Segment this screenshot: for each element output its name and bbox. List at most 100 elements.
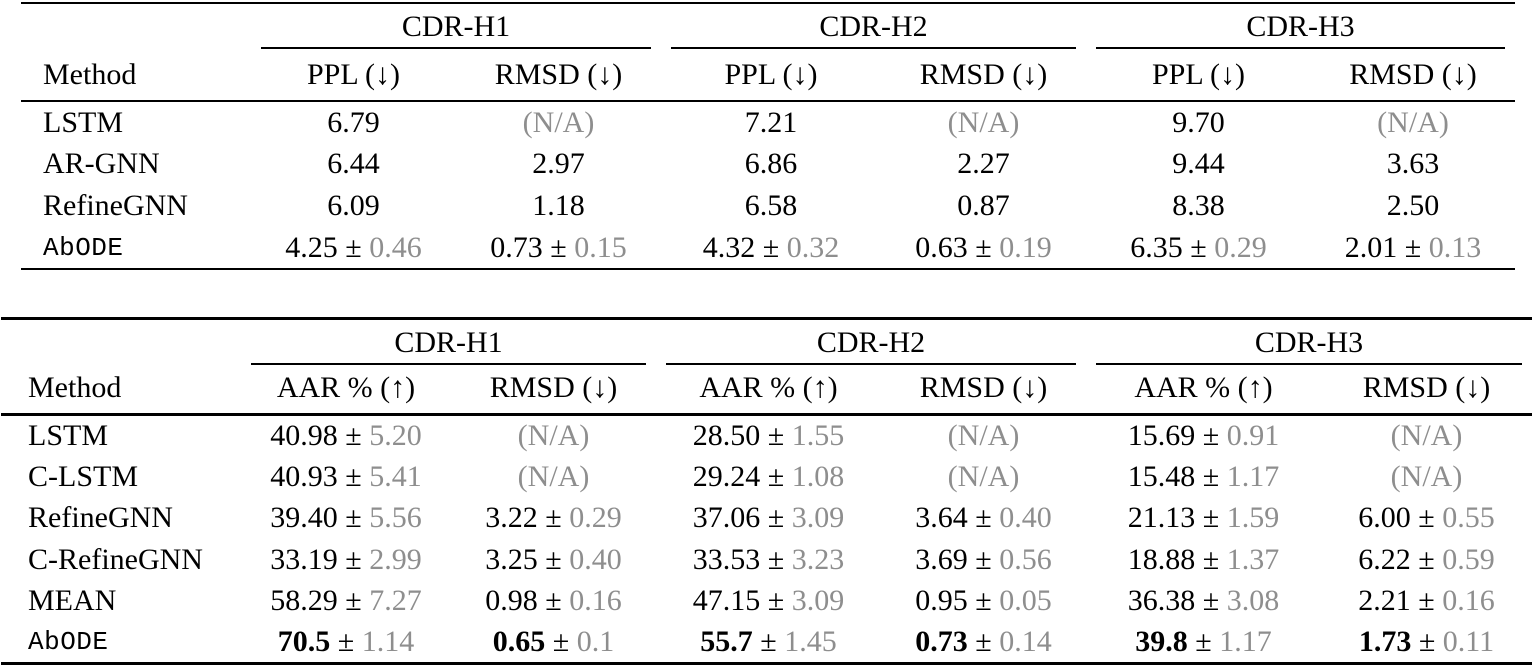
- plus-minus-sign: ±: [545, 625, 577, 658]
- plus-minus-sign: ±: [337, 542, 370, 576]
- plus-minus-sign: ±: [760, 542, 792, 576]
- value-cell: 55.7 ± 1.45: [656, 622, 881, 664]
- table-row: AR-GNN 6.44 2.97 6.86 2.27 9.44 3.63: [21, 143, 1515, 185]
- method-cell: AR-GNN: [43, 147, 160, 180]
- value-cell: 33.19 ± 2.99: [241, 539, 451, 581]
- value-cell: 6.44: [251, 143, 456, 185]
- value-cell: 40.98 ± 5.20: [241, 415, 451, 457]
- value-cell: 0.73 ± 0.15: [456, 227, 661, 269]
- group-label: CDR-H2: [816, 325, 926, 359]
- metric-value: 0.98: [485, 584, 538, 618]
- method-cell: MEAN: [28, 584, 117, 618]
- metric-value: 58.29: [270, 584, 338, 618]
- metric-value: 0.95: [915, 584, 968, 618]
- plus-minus-sign: ±: [1195, 501, 1227, 535]
- metric-value: 18.88: [1127, 542, 1196, 576]
- aar-table-body: LSTM 40.98 ± 5.20 (N/A) 28.50 ± 1.55 (N/A) 15…: [1, 415, 1532, 664]
- group-label: CDR-H2: [819, 10, 928, 43]
- value-cell: 4.25 ± 0.46: [251, 227, 456, 269]
- metric-value: 0.87: [957, 189, 1010, 222]
- metric-value: 8.38: [1172, 189, 1225, 222]
- metric-value: 3.69: [915, 542, 968, 576]
- std-value: 1.55: [791, 419, 845, 452]
- value-cell: 9.70: [1086, 101, 1311, 143]
- metric-value: 47.15: [692, 584, 761, 618]
- std-value: 0.15: [574, 230, 627, 264]
- metric-value: 3.63: [1386, 147, 1440, 180]
- plus-minus-sign: ±: [537, 584, 570, 618]
- group-label: CDR-H1: [401, 10, 511, 43]
- table-row: MEAN 58.29 ± 7.27 0.98 ± 0.16 47.15 ± 3.09 0…: [1, 581, 1532, 623]
- std-value: 0.13: [1428, 230, 1482, 264]
- column-header-rmsd: RMSD (↓): [1349, 58, 1477, 91]
- metric-value: 6.58: [744, 189, 798, 222]
- value-cell: 1.73 ± 0.11: [1321, 622, 1532, 664]
- value-cell: (N/A): [451, 456, 656, 498]
- column-header-aar: AAR % (↑): [276, 371, 416, 404]
- column-header-ppl: PPL (↓): [724, 58, 818, 91]
- group-spanner-rule: CDR-H3: [1096, 10, 1505, 49]
- group-header-row: CDR-H1 CDR-H2 CDR-H3: [21, 3, 1515, 49]
- plus-minus-sign: ±: [542, 230, 575, 264]
- value-cell: 6.79: [251, 101, 456, 143]
- group-label: CDR-H3: [1254, 325, 1364, 359]
- na-value: (N/A): [517, 419, 590, 452]
- metric-value: 7.21: [744, 105, 798, 139]
- metric-value: 55.7: [700, 625, 753, 658]
- value-cell: 0.63 ± 0.19: [881, 227, 1086, 269]
- value-cell: (N/A): [881, 415, 1086, 457]
- group-header-row: CDR-H1 CDR-H2 CDR-H3: [1, 319, 1532, 365]
- group-header-cdr-h3: CDR-H3: [1086, 319, 1532, 365]
- metric-value: 6.86: [744, 147, 798, 180]
- column-header-rmsd: RMSD (↓): [1362, 371, 1491, 404]
- metric-value: 39.8: [1135, 625, 1188, 658]
- std-value: 1.17: [1226, 459, 1280, 493]
- plus-minus-sign: ±: [1195, 459, 1227, 493]
- group-spanner-rule: CDR-H3: [1096, 326, 1522, 365]
- std-value: 1.59: [1226, 501, 1280, 535]
- value-cell: 29.24 ± 1.08: [656, 456, 881, 498]
- aar-rmsd-results-table: CDR-H1 CDR-H2 CDR-H3 Method AAR % (↑) RM…: [1, 317, 1532, 665]
- metric-value: 1.73: [1358, 625, 1412, 658]
- metric-value: 39.40: [270, 501, 338, 535]
- std-value: 7.27: [369, 584, 422, 618]
- na-value: (N/A): [947, 419, 1020, 452]
- column-header-row: Method PPL (↓) RMSD (↓) PPL (↓) RMSD (↓)…: [21, 49, 1515, 101]
- std-value: 0.40: [999, 501, 1052, 535]
- value-cell: (N/A): [456, 101, 661, 143]
- plus-minus-sign: ±: [760, 459, 792, 493]
- empty-stub-cell: [1, 319, 241, 365]
- table-row: C-RefineGNN 33.19 ± 2.99 3.25 ± 0.40 33.53 …: [1, 539, 1532, 581]
- value-cell: 3.64 ± 0.40: [881, 498, 1086, 540]
- value-cell: 3.22 ± 0.29: [451, 498, 656, 540]
- value-cell: (N/A): [1321, 456, 1532, 498]
- metric-value: 2.21: [1358, 584, 1411, 618]
- plus-minus-sign: ±: [752, 625, 785, 658]
- plus-minus-sign: ±: [760, 419, 792, 452]
- column-header-ppl: PPL (↓): [1151, 58, 1246, 91]
- na-value: (N/A): [522, 105, 595, 139]
- column-header-rmsd: RMSD (↓): [489, 371, 618, 404]
- value-cell: 2.97: [456, 143, 661, 185]
- std-value: 0.05: [999, 584, 1052, 618]
- metric-value: 37.06: [692, 501, 761, 535]
- std-value: 0.16: [1442, 584, 1495, 618]
- metric-value: 4.25: [285, 230, 338, 264]
- std-value: 0.56: [999, 542, 1052, 576]
- metric-value: 33.53: [692, 542, 761, 576]
- plus-minus-sign: ±: [337, 584, 370, 618]
- method-column-header: Method: [28, 371, 122, 404]
- metric-value: 0.63: [915, 230, 968, 264]
- std-value: 1.14: [361, 625, 415, 658]
- metric-value: 4.32: [702, 230, 756, 264]
- metric-value: 0.73: [915, 625, 968, 658]
- metric-value: 2.50: [1386, 189, 1440, 222]
- plus-minus-sign: ±: [760, 501, 792, 535]
- metric-value: 6.44: [327, 147, 380, 180]
- metric-value: 40.93: [270, 459, 338, 493]
- group-label: CDR-H3: [1246, 10, 1355, 43]
- value-cell: 0.87: [881, 185, 1086, 227]
- metric-value: 2.97: [532, 147, 585, 180]
- value-cell: 8.38: [1086, 185, 1311, 227]
